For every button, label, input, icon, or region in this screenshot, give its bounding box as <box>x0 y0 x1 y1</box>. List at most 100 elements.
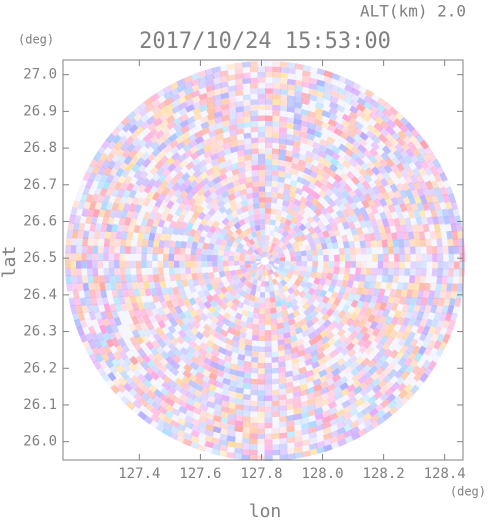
radar-cell <box>147 239 155 248</box>
radar-cell <box>194 135 205 145</box>
radar-cell <box>340 125 351 135</box>
radar-cell <box>171 213 180 223</box>
radar-cell <box>244 159 253 167</box>
radar-cell <box>373 301 382 311</box>
radar-cell <box>284 264 291 270</box>
radar-cell <box>398 175 407 186</box>
radar-cell <box>146 260 153 269</box>
radar-cell <box>79 214 87 225</box>
radar-cell <box>243 127 252 134</box>
radar-cell <box>363 193 373 203</box>
radar-cell <box>346 234 354 243</box>
radar-cell <box>373 334 383 344</box>
radar-cell <box>367 226 375 235</box>
radar-cell <box>204 73 215 82</box>
radar-cell <box>264 346 272 353</box>
radar-cell <box>121 281 128 291</box>
radar-cell <box>371 246 378 255</box>
radar-cell <box>173 122 184 132</box>
radar-cell <box>325 377 336 387</box>
radar-cell <box>229 146 239 154</box>
radar-cell <box>217 281 225 290</box>
radar-cell <box>426 268 433 277</box>
radar-cell <box>316 230 325 239</box>
radar-cell <box>143 327 153 338</box>
radar-cell <box>413 181 422 191</box>
radar-cell <box>279 110 288 118</box>
radar-cell <box>382 246 389 255</box>
radar-cell <box>271 137 280 144</box>
radar-cell <box>143 211 151 221</box>
radar-cell <box>233 447 243 455</box>
radar-cell <box>318 375 329 384</box>
radar-cell <box>181 234 189 243</box>
radar-cell <box>413 209 421 219</box>
radar-cell <box>343 429 354 439</box>
radar-cell <box>270 312 278 320</box>
radar-cell <box>256 422 265 429</box>
radar-cell <box>447 275 454 285</box>
radar-cell <box>235 95 245 102</box>
radar-cell <box>427 339 436 350</box>
radar-cell <box>246 249 253 256</box>
radar-cell <box>338 143 348 153</box>
radar-cell <box>254 290 261 298</box>
radar-cell <box>367 199 376 209</box>
radar-cell <box>359 293 367 303</box>
radar-cell <box>271 427 281 434</box>
radar-cell <box>426 216 434 226</box>
radar-cell <box>275 276 282 284</box>
radar-cell <box>64 260 71 269</box>
radar-cell <box>249 405 258 412</box>
radar-cell <box>267 246 272 253</box>
radar-cell <box>250 260 256 265</box>
radar-cell <box>267 274 273 281</box>
radar-cell <box>322 438 333 447</box>
radar-cell <box>414 160 424 171</box>
radar-cell <box>291 374 301 382</box>
radar-cell <box>93 186 103 197</box>
radar-cell <box>319 133 330 142</box>
radar-cell <box>111 201 120 212</box>
radar-cell <box>271 422 280 429</box>
radar-cell <box>366 261 373 269</box>
radar-cell <box>118 216 126 226</box>
radar-cell <box>319 236 327 245</box>
radar-cell <box>168 206 177 216</box>
radar-cell <box>355 247 362 255</box>
radar-cell <box>293 107 303 115</box>
radar-cell <box>286 447 296 455</box>
radar-cell <box>287 318 296 326</box>
radar-cell <box>415 246 422 255</box>
radar-cell <box>286 100 296 108</box>
radar-cell <box>237 161 246 168</box>
radar-cell <box>304 314 314 323</box>
radar-cell <box>414 238 421 248</box>
radar-cell <box>377 253 384 262</box>
radar-cell <box>294 193 303 202</box>
radar-cell <box>424 332 434 343</box>
radar-cell <box>130 267 137 276</box>
radar-cell <box>365 206 374 216</box>
radar-cell <box>90 296 98 306</box>
radar-cell <box>257 77 266 83</box>
radar-cell <box>407 331 416 341</box>
radar-cell <box>319 138 329 148</box>
radar-cell <box>394 169 404 180</box>
radar-cell <box>227 85 237 93</box>
radar-cell <box>432 158 442 169</box>
radar-cell <box>103 208 112 218</box>
radar-cell <box>201 260 207 268</box>
radar-cell <box>157 319 167 329</box>
radar-cell <box>304 271 312 279</box>
radar-cell <box>309 349 319 358</box>
radar-cell <box>385 335 395 346</box>
radar-cell <box>299 125 309 134</box>
radar-cell <box>228 198 237 207</box>
radar-cell <box>132 281 139 290</box>
radar-cell <box>442 319 450 330</box>
radar-cell <box>257 357 265 363</box>
radar-cell <box>306 403 317 412</box>
radar-cell <box>389 288 397 298</box>
radar-cell <box>265 235 270 241</box>
